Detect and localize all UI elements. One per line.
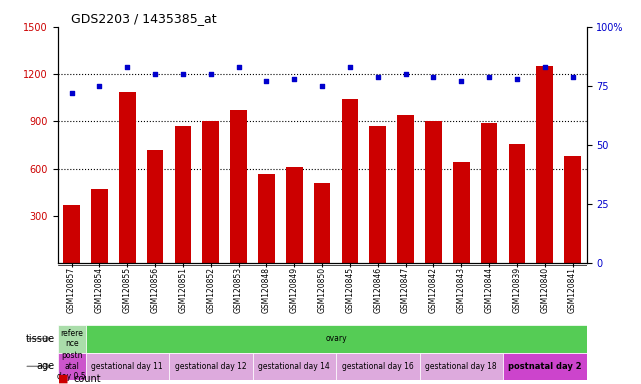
Point	[567, 73, 578, 79]
Text: gestational day 12: gestational day 12	[175, 362, 247, 371]
Bar	[564, 156, 581, 263]
Text: postn
atal
day 0.5: postn atal day 0.5	[57, 351, 86, 381]
Bar	[85, 353, 169, 380]
Text: gestational day 18: gestational day 18	[426, 362, 497, 371]
Text: GSM120845: GSM120845	[345, 267, 354, 313]
Point	[401, 71, 411, 77]
Text: count: count	[74, 374, 101, 384]
Point	[540, 64, 550, 70]
Bar	[258, 174, 275, 263]
Bar	[336, 353, 419, 380]
Text: postnatal day 2: postnatal day 2	[508, 362, 581, 371]
Text: GSM120852: GSM120852	[206, 267, 215, 313]
Text: GSM120850: GSM120850	[317, 267, 327, 313]
Point	[428, 73, 438, 79]
Bar	[425, 121, 442, 263]
Text: ovary: ovary	[325, 334, 347, 343]
Bar	[203, 121, 219, 263]
Bar	[537, 66, 553, 263]
Point	[512, 76, 522, 82]
Text: GSM120846: GSM120846	[373, 267, 382, 313]
Bar	[369, 126, 386, 263]
Bar	[453, 162, 470, 263]
Text: gestational day 11: gestational day 11	[92, 362, 163, 371]
Text: GSM120857: GSM120857	[67, 267, 76, 313]
Bar	[58, 353, 85, 380]
Text: gestational day 16: gestational day 16	[342, 362, 413, 371]
Point	[206, 71, 216, 77]
Text: GSM120856: GSM120856	[151, 267, 160, 313]
Bar	[174, 126, 191, 263]
Bar	[419, 353, 503, 380]
Text: GSM120851: GSM120851	[178, 267, 187, 313]
Text: GSM120855: GSM120855	[123, 267, 132, 313]
Text: GSM120849: GSM120849	[290, 267, 299, 313]
Bar	[508, 144, 525, 263]
Point	[94, 83, 104, 89]
Text: GSM120839: GSM120839	[512, 267, 521, 313]
Point	[262, 78, 272, 84]
Text: GSM120841: GSM120841	[568, 267, 577, 313]
Bar	[342, 99, 358, 263]
Bar	[397, 115, 414, 263]
Point	[150, 71, 160, 77]
Bar	[313, 183, 331, 263]
Point	[289, 76, 299, 82]
Text: GSM120853: GSM120853	[234, 267, 243, 313]
Text: gestational day 14: gestational day 14	[258, 362, 330, 371]
Text: GSM120848: GSM120848	[262, 267, 271, 313]
Bar	[481, 123, 497, 263]
Bar	[230, 111, 247, 263]
Text: GSM120843: GSM120843	[457, 267, 466, 313]
Text: GSM120842: GSM120842	[429, 267, 438, 313]
Text: GSM120844: GSM120844	[485, 267, 494, 313]
Bar	[169, 353, 253, 380]
Text: age: age	[37, 361, 54, 371]
Point	[372, 73, 383, 79]
Point	[122, 64, 133, 70]
Point	[456, 78, 467, 84]
Bar	[63, 205, 80, 263]
Point	[67, 90, 77, 96]
Point	[484, 73, 494, 79]
Text: GDS2203 / 1435385_at: GDS2203 / 1435385_at	[71, 12, 216, 25]
Text: tissue: tissue	[26, 334, 54, 344]
Bar	[286, 167, 303, 263]
Bar	[503, 353, 587, 380]
Text: ■: ■	[58, 374, 68, 384]
Bar	[91, 189, 108, 263]
Bar	[147, 150, 163, 263]
Point	[178, 71, 188, 77]
Bar	[58, 325, 85, 353]
Text: GSM120854: GSM120854	[95, 267, 104, 313]
Text: GSM120840: GSM120840	[540, 267, 549, 313]
Text: GSM120847: GSM120847	[401, 267, 410, 313]
Text: refere
nce: refere nce	[60, 329, 83, 348]
Bar	[119, 91, 136, 263]
Point	[317, 83, 327, 89]
Point	[233, 64, 244, 70]
Point	[345, 64, 355, 70]
Bar	[253, 353, 336, 380]
